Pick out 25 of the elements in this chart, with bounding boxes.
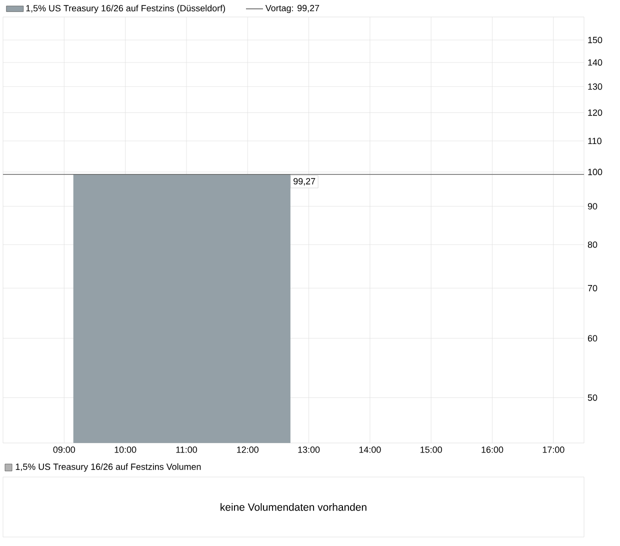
x-tick-label: 09:00 — [53, 446, 76, 453]
x-tick-label: 13:00 — [298, 446, 320, 453]
x-tick-label: 17:00 — [542, 446, 564, 453]
y-tick-label: 80 — [588, 241, 598, 248]
y-tick-label: 90 — [588, 203, 598, 210]
y-tick-label: 110 — [588, 138, 602, 144]
y-tick-label: 130 — [588, 83, 602, 90]
x-tick-label: 11:00 — [176, 446, 198, 453]
x-tick-label: 14:00 — [359, 446, 381, 453]
x-tick-label: 10:00 — [114, 446, 136, 453]
legend-label: Vortag: 99,27 — [265, 4, 320, 14]
x-tick-label: 16:00 — [482, 446, 504, 453]
y-tick-label: 140 — [588, 59, 602, 66]
y-tick-label: 120 — [588, 109, 602, 116]
y-tick-label: 60 — [588, 335, 598, 342]
y-tick-label: 100 — [588, 168, 602, 176]
x-tick-label: 12:00 — [237, 446, 258, 453]
y-tick-label: 50 — [588, 394, 598, 401]
y-tick-label: 70 — [588, 284, 598, 292]
legend-label: 1,5% US Treasury 16/26 auf Festzins (Düsseldorf) — [26, 4, 226, 14]
data-label: 99,27 — [294, 178, 316, 186]
x-tick-label: 15:00 — [420, 446, 442, 453]
y-tick-label: 150 — [588, 36, 602, 44]
text: keine Volumendaten vorhanden — [220, 503, 366, 511]
text: 1,5% US Treasury 16/26 auf Festzins Volumen — [16, 463, 201, 472]
